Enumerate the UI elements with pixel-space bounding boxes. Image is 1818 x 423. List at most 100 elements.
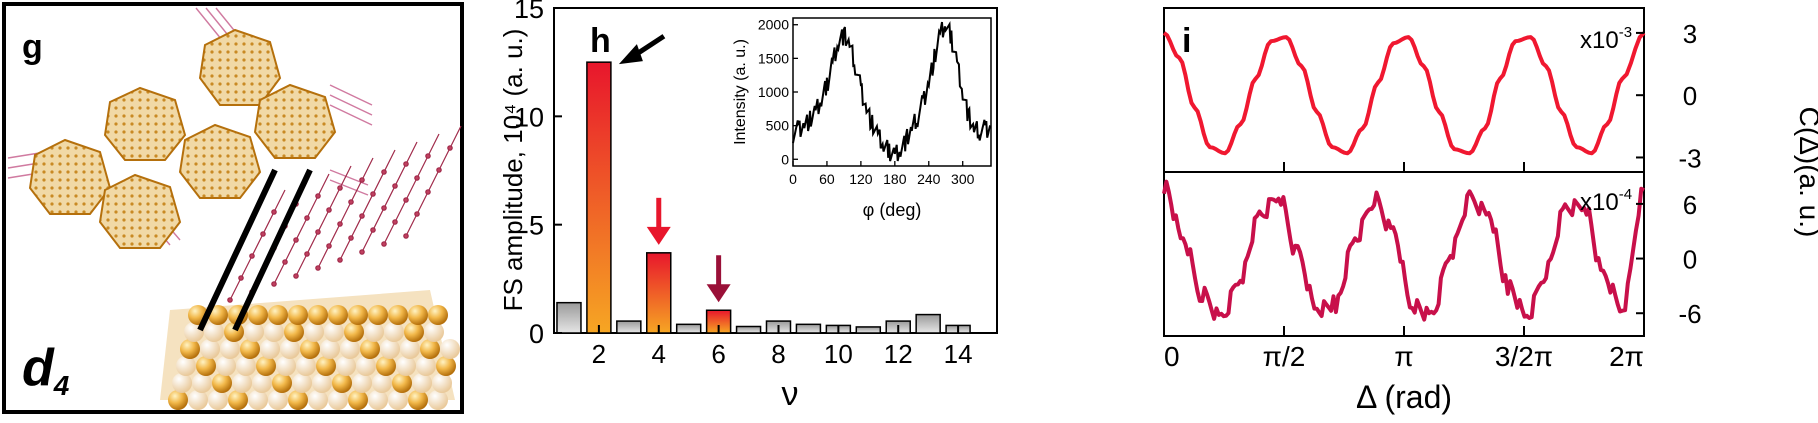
panel-i-x-label: Δ (rad) bbox=[1356, 379, 1452, 415]
alignment-line-1 bbox=[197, 168, 278, 332]
surface-atom bbox=[432, 373, 452, 393]
surface-atom bbox=[332, 373, 352, 393]
bar-nu-5 bbox=[675, 323, 702, 334]
inset-plot: 0 500 1000 1500 2000 0 60 120 180 240 300 Intensi… bbox=[732, 17, 992, 220]
surface-atom bbox=[172, 373, 192, 393]
i-bottom-curve bbox=[1162, 179, 1645, 322]
surface-atom bbox=[436, 356, 456, 376]
molecule-atom bbox=[359, 213, 365, 219]
surface-atom bbox=[252, 373, 272, 393]
surface-atom bbox=[188, 390, 208, 410]
x-tick-label: 14 bbox=[944, 339, 973, 369]
inset-y-tick-label: 2000 bbox=[758, 17, 789, 33]
surface-atom bbox=[360, 339, 380, 359]
bar-nu-11 bbox=[855, 326, 882, 334]
surface-atom bbox=[292, 373, 312, 393]
surface-atom bbox=[364, 322, 384, 342]
surface-atom bbox=[324, 322, 344, 342]
nanoparticle-1 bbox=[198, 28, 282, 106]
surface-atom bbox=[236, 356, 256, 376]
surface-atom bbox=[312, 373, 332, 393]
surface-atom bbox=[320, 339, 340, 359]
surface-atom bbox=[212, 373, 232, 393]
molecule-atom bbox=[293, 237, 299, 243]
surface-atom bbox=[204, 322, 224, 342]
surface-atom bbox=[336, 356, 356, 376]
bar-nu-9 bbox=[795, 323, 822, 334]
molecule-chain bbox=[273, 173, 330, 285]
surface-atom bbox=[344, 322, 364, 342]
surface-atom bbox=[208, 305, 228, 325]
surface-atom bbox=[244, 322, 264, 342]
molecule-atom bbox=[348, 235, 354, 241]
inset-y-ticks: 0 500 1000 1500 2000 bbox=[758, 17, 798, 167]
surface-atom bbox=[264, 322, 284, 342]
molecule-atom bbox=[381, 205, 387, 211]
surface-atom bbox=[400, 339, 420, 359]
x-tick-label: 12 bbox=[884, 339, 913, 369]
molecule-atom bbox=[337, 185, 343, 191]
molecule-atom bbox=[392, 183, 398, 189]
surface-atom bbox=[220, 339, 240, 359]
molecule-atom bbox=[315, 193, 321, 199]
arrow-head-nu-4 bbox=[646, 226, 671, 245]
inset-y-tick-label: 500 bbox=[766, 118, 790, 134]
molecule-atom bbox=[304, 251, 310, 257]
surface-atom bbox=[316, 356, 336, 376]
arrow-head-nu-6 bbox=[706, 284, 731, 303]
panel-i: 0 π/2 π 3/2π 2π 3 0 -3 6 0 -6 i x10-3 x10-4 C(Δ)(… bbox=[1162, 7, 1818, 415]
i-x-tick-label: 0 bbox=[1164, 341, 1180, 372]
surface-atom bbox=[300, 339, 320, 359]
molecule-atom bbox=[249, 253, 255, 259]
inset-x-ticks: 0 60 120 180 240 300 bbox=[789, 161, 975, 187]
i-y-tick-label: 0 bbox=[1683, 245, 1697, 275]
surface-atom bbox=[428, 390, 448, 410]
surface-atom bbox=[280, 339, 300, 359]
i-top-curve bbox=[1162, 31, 1646, 156]
surface-atom bbox=[284, 322, 304, 342]
surface-atom bbox=[196, 356, 216, 376]
surface-atom bbox=[408, 305, 428, 325]
molecule-atom bbox=[293, 273, 299, 279]
inset-y-tick-label: 0 bbox=[781, 151, 789, 167]
bar-nu-13 bbox=[915, 313, 941, 334]
molecule-atom bbox=[447, 145, 453, 151]
panel-i-y-label: C(Δ)(a. u.) bbox=[1794, 107, 1818, 238]
inset-x-tick-label: 0 bbox=[789, 171, 797, 187]
i-x-tick-label: π/2 bbox=[1263, 341, 1306, 372]
top-multiplier: x10-3 bbox=[1580, 24, 1632, 54]
bar-nu-1 bbox=[556, 301, 582, 334]
surface-atom bbox=[296, 356, 316, 376]
i-x-axis-ticks: 0 π/2 π 3/2π 2π bbox=[1163, 162, 1646, 372]
surface-atom bbox=[176, 356, 196, 376]
panel-i-letter: i bbox=[1182, 22, 1191, 60]
i-x-tick-label: 3/2π bbox=[1495, 341, 1553, 372]
surface-atom bbox=[260, 339, 280, 359]
surface-atom bbox=[420, 339, 440, 359]
molecule-atom bbox=[381, 169, 387, 175]
molecule-atom bbox=[370, 227, 376, 233]
bar-nu-7 bbox=[735, 325, 762, 334]
molecule-atom bbox=[315, 265, 321, 271]
molecule-atom bbox=[271, 209, 277, 215]
i-y-tick-label: -3 bbox=[1678, 143, 1701, 173]
molecule-atom bbox=[392, 219, 398, 225]
molecule-atom bbox=[359, 249, 365, 255]
molecule-atom bbox=[403, 197, 409, 203]
surface-atom bbox=[384, 322, 404, 342]
y-tick-label: 0 bbox=[529, 319, 544, 349]
surface-atom bbox=[416, 356, 436, 376]
molecule-atom bbox=[227, 297, 233, 303]
molecule-atom bbox=[370, 191, 376, 197]
surface-atom bbox=[248, 390, 268, 410]
surface-atom bbox=[304, 322, 324, 342]
surface-atom bbox=[368, 305, 388, 325]
molecule-chain bbox=[317, 157, 374, 269]
i-x-tick-label: π bbox=[1394, 341, 1413, 372]
surface-atom bbox=[356, 356, 376, 376]
x-axis-ticks: 2 4 6 8 10 12 14 bbox=[592, 325, 973, 369]
surface-atom bbox=[348, 390, 368, 410]
inset-x-tick-label: 60 bbox=[819, 171, 835, 187]
arrow-markers bbox=[618, 34, 731, 303]
surface-atom bbox=[328, 390, 348, 410]
